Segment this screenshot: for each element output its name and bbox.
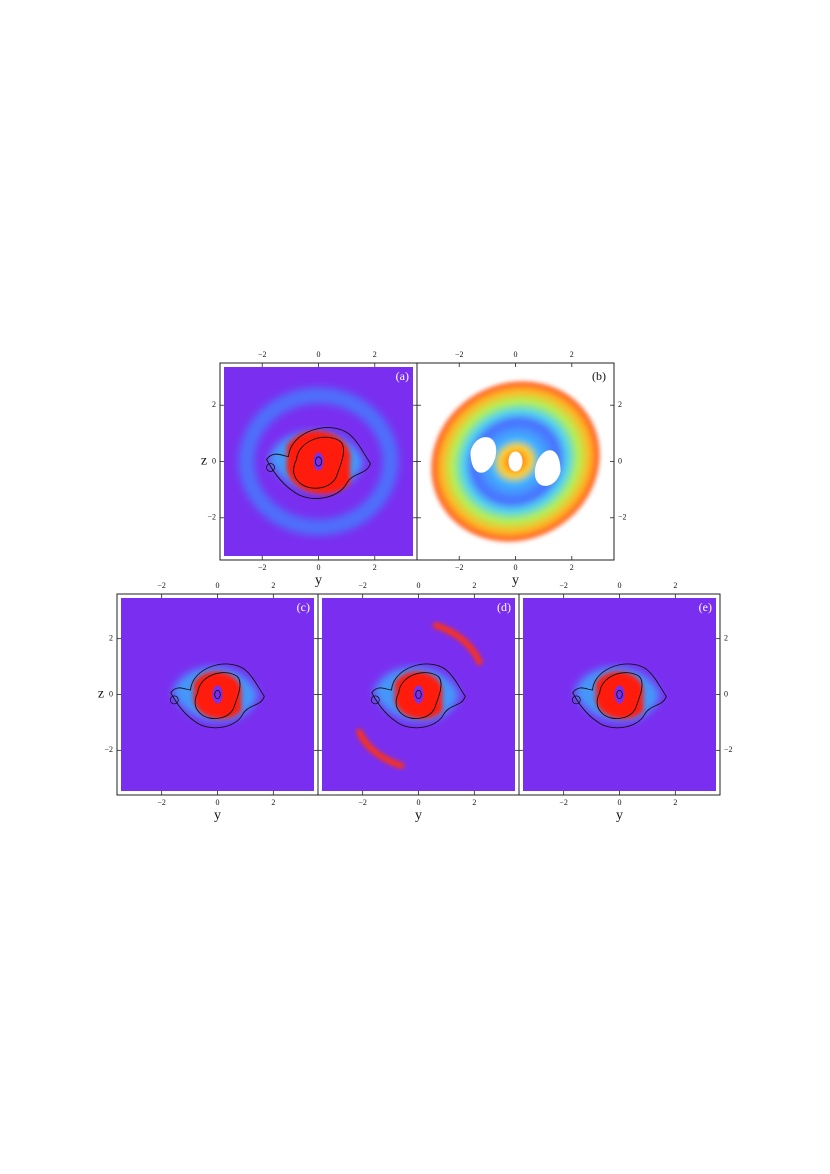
- y-tick-label: 2: [109, 633, 113, 642]
- y-tick-label: 0: [212, 456, 216, 465]
- gap: [534, 450, 561, 486]
- x-tick-label: −2: [258, 350, 267, 359]
- image-area: [224, 367, 413, 556]
- x-axis-label: y: [315, 573, 322, 588]
- x-tick-label: 2: [472, 581, 476, 590]
- gap: [470, 437, 497, 473]
- x-tick-label: 2: [673, 581, 677, 590]
- x-tick-label: 2: [472, 798, 476, 807]
- x-tick-label: 0: [618, 581, 622, 590]
- image-area: [121, 598, 314, 791]
- y-tick-label: −2: [207, 513, 216, 522]
- density-map: [355, 621, 484, 770]
- arm: [355, 728, 405, 770]
- contour: [194, 672, 241, 720]
- x-tick-label: −2: [358, 581, 367, 590]
- contour: [293, 436, 344, 489]
- x-tick-label: 0: [216, 581, 220, 590]
- contour: [596, 672, 643, 720]
- density-map: [431, 381, 600, 542]
- y-tick-label: −2: [618, 513, 627, 522]
- x-tick-label: −2: [358, 798, 367, 807]
- x-tick-label: −2: [157, 581, 166, 590]
- y-tick-label: −2: [104, 745, 113, 754]
- panel: (e) −2 −2 0 0 2 2 −2 0 2 y: [518, 581, 733, 823]
- core: [212, 685, 223, 704]
- x-tick-label: 2: [271, 798, 275, 807]
- x-tick-label: 0: [514, 350, 518, 359]
- contour: [370, 695, 380, 705]
- contour: [266, 463, 275, 472]
- x-tick-label: −2: [157, 798, 166, 807]
- x-tick-label: 0: [317, 563, 321, 572]
- panel: (c) −2 −2 0 0 2 2 −2 0 2 y z: [98, 581, 319, 823]
- panel: (a) −2 −2 0 0 2 2 −2 0 2 y z: [201, 350, 418, 588]
- x-tick-label: −2: [559, 798, 568, 807]
- y-tick-label: 0: [109, 689, 113, 698]
- x-tick-label: 2: [373, 350, 377, 359]
- contour: [265, 427, 371, 499]
- panel-label: (b): [592, 369, 606, 383]
- panel-label: (d): [497, 600, 511, 614]
- x-tick-label: 0: [317, 350, 321, 359]
- image-area: [421, 367, 610, 556]
- y-tick-label: 0: [618, 456, 622, 465]
- x-tick-label: 2: [570, 563, 574, 572]
- contour: [169, 695, 179, 705]
- x-tick-label: 2: [373, 563, 377, 572]
- x-tick-label: 2: [673, 798, 677, 807]
- image-area: [322, 598, 515, 791]
- contour: [214, 689, 221, 700]
- y-axis-label: z: [98, 687, 104, 702]
- panel: (d) −2 −2 0 0 2 2 y: [317, 581, 520, 823]
- density-map: [238, 387, 399, 536]
- x-axis-label: y: [616, 808, 623, 823]
- core: [508, 451, 523, 472]
- y-tick-label: 2: [618, 400, 622, 409]
- x-tick-label: 2: [570, 350, 574, 359]
- x-tick-label: 0: [417, 581, 421, 590]
- x-tick-label: 0: [417, 798, 421, 807]
- x-axis-label: y: [512, 573, 519, 588]
- contour: [415, 689, 422, 700]
- x-tick-label: −2: [258, 563, 267, 572]
- x-tick-label: −2: [559, 581, 568, 590]
- core: [614, 685, 625, 704]
- panel-label: (c): [297, 600, 310, 614]
- contour: [314, 456, 323, 467]
- y-tick-label: 2: [212, 400, 216, 409]
- x-tick-label: 0: [514, 563, 518, 572]
- y-tick-label: 2: [724, 633, 728, 642]
- x-axis-label: y: [415, 808, 422, 823]
- core: [313, 452, 324, 471]
- contour: [371, 663, 466, 729]
- panel-label: (e): [699, 600, 712, 614]
- arm: [432, 621, 484, 666]
- y-axis-label: z: [201, 454, 207, 469]
- x-tick-label: 2: [271, 581, 275, 590]
- contour: [616, 689, 623, 700]
- x-tick-label: −2: [455, 563, 464, 572]
- x-tick-label: 0: [618, 798, 622, 807]
- panel-label: (a): [396, 369, 409, 383]
- contour: [395, 672, 442, 720]
- contour: [571, 695, 581, 705]
- x-tick-label: 0: [216, 798, 220, 807]
- image-area: [523, 598, 716, 791]
- density-map: [169, 663, 265, 729]
- y-tick-label: 0: [724, 689, 728, 698]
- density-map: [571, 663, 667, 729]
- x-tick-label: −2: [455, 350, 464, 359]
- x-axis-label: y: [214, 808, 221, 823]
- ring: [238, 387, 399, 536]
- contour: [170, 663, 265, 729]
- core: [413, 685, 424, 704]
- contour: [572, 663, 667, 729]
- y-tick-label: −2: [724, 745, 733, 754]
